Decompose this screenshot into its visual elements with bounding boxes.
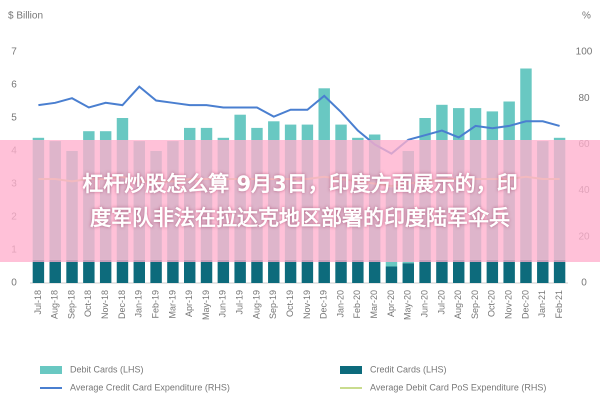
x-tick-label: Aug-20 <box>453 290 463 319</box>
bar <box>453 259 465 283</box>
bar <box>32 259 45 283</box>
x-tick-label: Aug-19 <box>251 290 261 319</box>
x-tick-label: Dec-20 <box>520 290 530 319</box>
bar <box>318 259 330 283</box>
y-tick-label: 5 <box>11 113 17 124</box>
x-tick-label: Dec-19 <box>319 290 329 319</box>
x-tick-label: Sep-20 <box>470 290 480 319</box>
x-tick-label: Jun-19 <box>218 290 228 318</box>
bar <box>133 259 145 283</box>
bar <box>284 259 297 283</box>
bar <box>385 266 398 283</box>
bar <box>49 259 61 283</box>
bar <box>99 259 112 283</box>
x-tick-label: Oct-19 <box>285 290 295 317</box>
bar <box>301 259 314 283</box>
bar <box>537 259 549 283</box>
x-tick-label: Jul-19 <box>235 290 245 315</box>
x-tick-label: Aug-18 <box>50 290 60 319</box>
bar <box>184 259 196 283</box>
x-tick-label: Jun-20 <box>419 290 429 318</box>
bar <box>335 259 347 283</box>
y-tick-label: 7 <box>11 47 17 58</box>
bar <box>520 259 532 283</box>
x-tick-label: Sep-18 <box>66 290 76 319</box>
x-tick-label: Nov-20 <box>504 290 514 319</box>
x-tick-label: Jul-20 <box>436 290 446 315</box>
bar <box>234 259 246 283</box>
y2-tick-label: 80 <box>578 93 590 104</box>
x-tick-label: May-20 <box>403 290 413 320</box>
x-tick-label: Nov-18 <box>100 290 110 319</box>
bar <box>217 259 230 283</box>
x-tick-label: Nov-19 <box>302 290 312 319</box>
legend-label: Average Credit Card Expenditure (RHS) <box>70 382 230 392</box>
bar <box>251 259 263 283</box>
x-tick-label: Dec-18 <box>117 290 127 319</box>
bar <box>402 263 414 283</box>
y2-tick-label: 100 <box>576 47 593 58</box>
y-tick-label: 6 <box>11 80 17 91</box>
legend-label: Debit Cards (LHS) <box>70 364 144 374</box>
x-tick-label: Mar-19 <box>167 290 177 319</box>
x-tick-label: Mar-20 <box>369 290 379 319</box>
y2-tick-label: 0 <box>581 278 587 289</box>
x-tick-label: Jul-18 <box>33 290 43 315</box>
legend-swatch <box>40 366 62 374</box>
bar <box>436 259 448 283</box>
x-tick-label: May-19 <box>201 290 211 320</box>
bar <box>352 259 364 283</box>
bar <box>200 259 213 283</box>
x-tick-label: Jan-19 <box>134 290 144 318</box>
bar <box>503 259 515 283</box>
x-tick-label: Jan-20 <box>335 290 345 318</box>
line <box>38 85 560 155</box>
bar <box>486 259 499 283</box>
x-tick-label: Apr-19 <box>184 290 194 317</box>
overlay-text: 度军队非法在拉达克地区部署的印度陆军伞兵 <box>90 206 510 230</box>
bar <box>368 259 381 283</box>
overlay-text: 杠杆炒股怎么算 9月3日，印度方面展示的，印 <box>82 172 518 196</box>
x-tick-label: Oct-18 <box>83 290 93 317</box>
x-tick-label: Apr-20 <box>386 290 396 317</box>
bar <box>167 259 179 283</box>
overlay-banner: 杠杆炒股怎么算 9月3日，印度方面展示的，印 度军队非法在拉达克地区部署的印度陆… <box>0 140 600 262</box>
bar <box>553 259 566 283</box>
bar <box>83 259 95 283</box>
legend-label: Credit Cards (LHS) <box>370 364 447 374</box>
bar <box>469 259 482 283</box>
legend-label: Average Debit Card PoS Expenditure (RHS) <box>370 382 546 392</box>
x-tick-label: Feb-19 <box>150 290 160 319</box>
x-tick-label: Oct-20 <box>487 290 497 317</box>
x-tick-label: Feb-21 <box>554 290 564 319</box>
x-tick-label: Sep-19 <box>268 290 278 319</box>
bar <box>268 259 280 283</box>
x-tick-label: Jan-21 <box>537 290 547 318</box>
legend-swatch <box>340 366 362 374</box>
y-tick-label: 0 <box>11 278 17 289</box>
bar <box>66 259 78 283</box>
y2-axis-label: % <box>582 11 591 22</box>
x-tick-label: Feb-20 <box>352 290 362 319</box>
y-axis-label: $ Billion <box>8 11 43 22</box>
bar <box>116 259 129 283</box>
bar <box>419 259 431 283</box>
bar <box>150 259 162 283</box>
